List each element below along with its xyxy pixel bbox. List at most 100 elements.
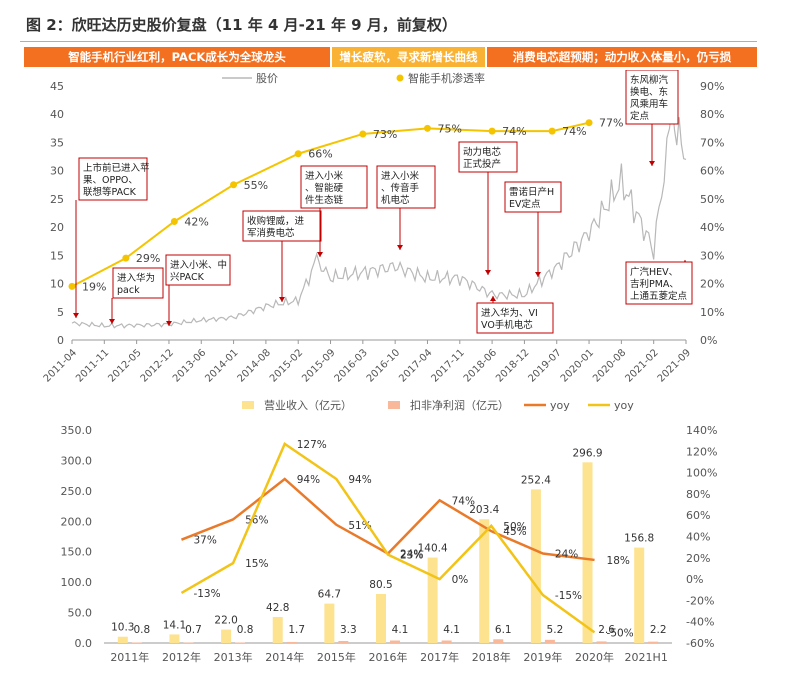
revenue-yoy-label: 24%	[400, 549, 423, 561]
annotation-box	[165, 254, 231, 286]
y-left-tick-label: 0.0	[75, 637, 93, 650]
penetration-point	[585, 119, 593, 127]
penetration-data-label: 19%	[82, 280, 106, 293]
net-profit-data-label: 2.2	[650, 624, 667, 636]
revenue-bar	[634, 547, 645, 643]
x-tick-label: 2017-04	[397, 347, 434, 384]
annotation-box	[625, 70, 679, 125]
net-profit-data-label: 1.7	[288, 624, 305, 636]
annotation-box	[625, 261, 693, 305]
annotation-text: 正式投产	[463, 158, 501, 170]
annotation-text: 件生态链	[305, 194, 344, 206]
profit-yoy-label: -15%	[555, 590, 582, 602]
annotation-arrow-head	[73, 313, 79, 318]
annotation-arrow-head	[535, 272, 541, 277]
x-tick-label: 2020年	[575, 650, 614, 664]
y-left-tick-label: 100.0	[61, 576, 93, 589]
y-right-tick-label: 80%	[686, 488, 710, 501]
revenue-data-label: 156.8	[624, 533, 654, 545]
y-right-tick-label: 50%	[700, 193, 724, 206]
annotation-text: 联想等PACK	[83, 186, 137, 198]
x-tick-label: 2021-09	[656, 347, 693, 384]
net-profit-data-label: 4.1	[443, 624, 460, 636]
annotation-arrow-head	[279, 297, 285, 302]
annotation-arrow-head	[649, 161, 655, 166]
y-left-tick-label: 15	[50, 249, 64, 262]
annotation-box	[78, 157, 148, 201]
y-left-tick-label: 150.0	[61, 546, 93, 559]
net-profit-bar	[596, 641, 607, 643]
y-left-tick-label: 200.0	[61, 515, 93, 528]
annotation-text: 机电芯	[381, 194, 410, 206]
y-right-tick-label: 140%	[686, 424, 717, 437]
net-profit-bar	[338, 640, 349, 643]
x-tick-label: 2018年	[472, 650, 511, 664]
annotation-arrow-head	[490, 296, 496, 301]
x-tick-label: 2013-06	[171, 347, 208, 384]
revenue-bar	[530, 489, 541, 643]
net-profit-bar	[286, 641, 297, 643]
revenue-bar	[479, 519, 490, 643]
revenue-bar	[427, 557, 438, 643]
y-right-tick-label: -60%	[686, 637, 714, 650]
x-tick-label: 2014-01	[203, 347, 240, 384]
revenue-data-label: 64.7	[318, 589, 341, 601]
annotation-text: 兴PACK	[170, 272, 205, 283]
revenue-bar	[582, 462, 593, 643]
net-profit-data-label: 0.8	[133, 624, 150, 636]
x-tick-label: 2016-03	[333, 347, 370, 384]
revenue-data-label: 14.1	[163, 619, 186, 631]
net-profit-bar	[441, 640, 452, 643]
legend-swatch	[388, 401, 400, 409]
annotation-text: 收购锂威，进	[247, 215, 305, 227]
penetration-point	[359, 130, 367, 138]
annotation-box	[458, 141, 518, 173]
revenue-data-label: 42.8	[266, 602, 289, 614]
y-left-tick-label: 45	[50, 80, 64, 93]
penetration-point	[170, 217, 178, 225]
penetration-point	[488, 127, 496, 135]
revenue-data-label: 252.4	[521, 474, 551, 486]
y-right-tick-label: 100%	[686, 467, 717, 480]
y-right-tick-label: 90%	[700, 80, 724, 93]
y-right-tick-label: 0%	[686, 573, 703, 586]
annotation-text: 上通五菱定点	[630, 290, 688, 302]
net-profit-bar	[390, 640, 400, 643]
phase-banner-2: 增长疲软，寻求新增长曲线	[332, 47, 485, 67]
revenue-yoy-label: 94%	[297, 474, 320, 486]
y-right-tick-label: 0%	[700, 334, 717, 347]
annotation-box	[300, 165, 368, 209]
annotation-text: 进入小米	[381, 170, 420, 182]
series-line-profit-yoy	[180, 441, 596, 634]
revenue-data-label: 80.5	[369, 579, 392, 591]
revenue-bar	[376, 594, 386, 643]
figure-title: 图 2：欣旺达历史股价复盘（11 年 4 月-21 年 9 月，前复权）	[26, 16, 457, 34]
annotation-text: 进入华为	[117, 272, 155, 284]
series-line-stock-price	[71, 101, 687, 329]
x-tick-label: 2021-02	[623, 347, 660, 384]
revenue-bar	[169, 634, 180, 643]
y-left-tick-label: 50.0	[68, 607, 93, 620]
annotation-text: VO手机电芯	[481, 319, 533, 331]
x-tick-label: 2017年	[420, 650, 459, 664]
y-left-tick-label: 5	[57, 306, 64, 319]
net-profit-data-label: 0.8	[237, 624, 254, 636]
penetration-point	[548, 127, 556, 135]
revenue-data-label: 140.4	[418, 543, 448, 555]
x-tick-label: 2018-12	[494, 347, 531, 384]
x-tick-label: 2015-02	[268, 347, 305, 384]
penetration-data-label: 73%	[373, 128, 397, 141]
y-right-tick-label: 20%	[700, 278, 724, 291]
x-tick-label: 2020-08	[591, 347, 628, 384]
annotation-text: 雷诺日产H	[509, 186, 554, 198]
y-left-tick-label: 35	[50, 136, 64, 149]
y-right-tick-label: 60%	[686, 509, 710, 522]
revenue-yoy-label: 18%	[607, 555, 630, 567]
legend-swatch	[242, 401, 254, 409]
series-line-smartphone-penetration	[71, 121, 590, 288]
y-right-tick-label: -40%	[686, 616, 714, 629]
penetration-point	[294, 150, 302, 158]
annotation-text: 动力电芯	[463, 146, 502, 158]
net-profit-data-label: 4.1	[392, 624, 409, 636]
y-right-tick-label: 120%	[686, 445, 717, 458]
